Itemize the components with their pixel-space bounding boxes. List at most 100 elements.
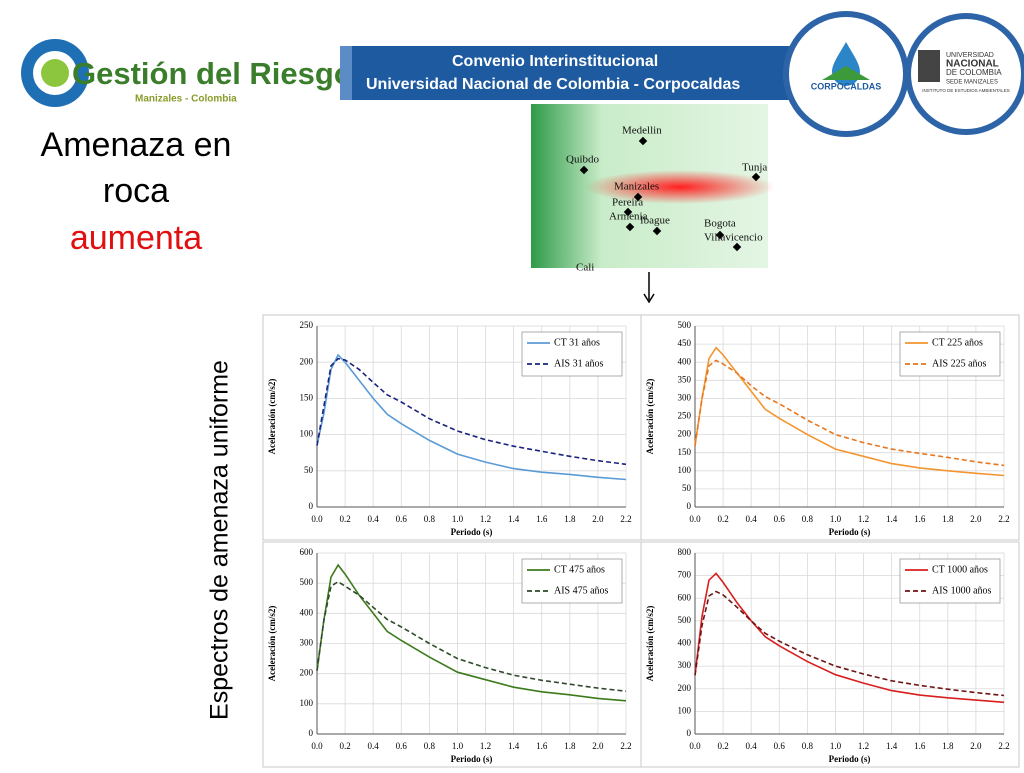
x-axis-label: Periodo (s) bbox=[451, 754, 493, 764]
logo: Gestión del Riesgo Manizales - Colombia bbox=[21, 39, 353, 107]
x-tick-label: 0.4 bbox=[746, 514, 758, 524]
x-tick-label: 0.6 bbox=[774, 741, 786, 751]
y-tick-label: 800 bbox=[678, 547, 692, 557]
banner-accent bbox=[340, 46, 352, 100]
banner bbox=[340, 46, 810, 100]
map-label: Manizales bbox=[614, 181, 659, 193]
x-tick-label: 1.0 bbox=[830, 741, 842, 751]
map-label: Tunja bbox=[742, 162, 767, 174]
y-tick-label: 100 bbox=[300, 698, 314, 708]
y-tick-label: 250 bbox=[300, 320, 314, 330]
banner-line: Convenio Interinstitucional bbox=[452, 53, 658, 70]
map-label: Villavicencio bbox=[704, 232, 763, 244]
unal-text: SEDE MANIZALES bbox=[946, 80, 998, 86]
x-tick-label: 1.4 bbox=[886, 741, 898, 751]
y-tick-label: 100 bbox=[678, 705, 692, 715]
arrow-head bbox=[643, 293, 655, 304]
unal-logo bbox=[905, 13, 1024, 135]
legend-box bbox=[521, 331, 623, 377]
legend-label: CT 1000 años bbox=[932, 564, 988, 575]
y-tick-label: 300 bbox=[300, 638, 314, 648]
x-tick-label: 1.8 bbox=[942, 741, 954, 751]
x-tick-label: 1.0 bbox=[830, 514, 842, 524]
map-label: Pereira bbox=[612, 197, 643, 209]
x-tick-label: 2.2 bbox=[620, 741, 631, 751]
y-tick-label: 0 bbox=[687, 728, 692, 738]
y-tick-label: 400 bbox=[300, 607, 314, 617]
legend-label: AIS 475 años bbox=[554, 585, 609, 596]
logo-title: Gestión del Riesgo bbox=[72, 56, 353, 91]
legend-label: CT 475 años bbox=[554, 564, 605, 575]
y-tick-label: 600 bbox=[300, 547, 314, 557]
series-line bbox=[694, 346, 1005, 477]
legend-box bbox=[521, 558, 623, 604]
x-tick-label: 0.0 bbox=[311, 514, 323, 524]
y-tick-label: 600 bbox=[678, 592, 692, 602]
x-tick-label: 1.0 bbox=[452, 741, 464, 751]
y-tick-label: 100 bbox=[678, 465, 692, 475]
x-tick-label: 1.4 bbox=[886, 514, 898, 524]
x-tick-label: 1.2 bbox=[858, 741, 869, 751]
vertical-label: Espectros de amenaza uniforme bbox=[206, 360, 234, 720]
corpocaldas-text: CORPOCALDAS bbox=[811, 81, 882, 91]
y-tick-label: 500 bbox=[678, 320, 692, 330]
y-tick-label: 400 bbox=[678, 638, 692, 648]
legend-label: AIS 225 años bbox=[932, 358, 987, 369]
x-tick-label: 0.6 bbox=[396, 741, 408, 751]
x-tick-label: 0.2 bbox=[717, 741, 728, 751]
legend-box bbox=[899, 558, 1001, 604]
unal-seal bbox=[918, 50, 940, 82]
y-tick-label: 300 bbox=[678, 660, 692, 670]
map-hazard-band bbox=[585, 170, 775, 204]
unal-text: UNIVERSIDAD bbox=[946, 52, 994, 59]
banner-line: Universidad Nacional de Colombia - Corpo… bbox=[366, 76, 740, 93]
logo-core bbox=[41, 59, 69, 87]
x-tick-label: 0.8 bbox=[424, 741, 436, 751]
x-tick-label: 0.4 bbox=[368, 741, 380, 751]
map-label: Quibdo bbox=[566, 154, 600, 166]
x-tick-label: 0.6 bbox=[396, 514, 408, 524]
series-line bbox=[694, 572, 1005, 704]
map-label: Medellin bbox=[622, 125, 662, 137]
y-tick-label: 300 bbox=[678, 392, 692, 402]
x-tick-label: 0.2 bbox=[717, 514, 728, 524]
x-tick-label: 1.8 bbox=[942, 514, 954, 524]
x-tick-label: 1.4 bbox=[508, 514, 520, 524]
unal-text: NACIONAL bbox=[946, 59, 999, 70]
x-tick-label: 0.8 bbox=[802, 514, 814, 524]
y-tick-label: 700 bbox=[678, 570, 692, 580]
x-tick-label: 0.2 bbox=[339, 514, 350, 524]
y-axis-label: Aceleración (cm/s2) bbox=[267, 379, 277, 455]
y-tick-label: 0 bbox=[687, 501, 692, 511]
map-label: Bogota bbox=[704, 218, 736, 230]
x-tick-label: 0.4 bbox=[746, 741, 758, 751]
y-axis-label: Aceleración (cm/s2) bbox=[645, 606, 655, 682]
x-tick-label: 0.4 bbox=[368, 514, 380, 524]
mountain bbox=[822, 66, 870, 80]
y-tick-label: 500 bbox=[300, 577, 314, 587]
series-line bbox=[316, 357, 627, 466]
x-tick-label: 2.2 bbox=[998, 741, 1009, 751]
x-tick-label: 0.0 bbox=[311, 741, 323, 751]
map-label: Armenia bbox=[609, 211, 648, 223]
x-tick-label: 1.6 bbox=[914, 514, 926, 524]
unal-text: DE COLOMBIA bbox=[946, 68, 1002, 77]
x-axis-label: Periodo (s) bbox=[451, 527, 493, 537]
series-line bbox=[694, 590, 1005, 697]
y-tick-label: 450 bbox=[678, 338, 692, 348]
charts: 0 50 100 150 200 250 0.0 0.2 0.4 0.6 0.8 1.0 1.2 1.4 1… bbox=[262, 314, 1020, 768]
y-tick-label: 50 bbox=[304, 465, 314, 475]
legend-box bbox=[899, 331, 1001, 377]
y-tick-label: 200 bbox=[678, 429, 692, 439]
series-line bbox=[316, 580, 627, 692]
y-tick-label: 200 bbox=[300, 356, 314, 366]
x-tick-label: 2.0 bbox=[592, 741, 604, 751]
x-tick-label: 0.8 bbox=[802, 741, 814, 751]
x-tick-label: 0.6 bbox=[774, 514, 786, 524]
y-tick-label: 350 bbox=[678, 374, 692, 384]
y-tick-label: 50 bbox=[682, 483, 692, 493]
x-tick-label: 2.2 bbox=[998, 514, 1009, 524]
logo-subtitle: Manizales - Colombia bbox=[135, 94, 237, 105]
x-tick-label: 1.2 bbox=[480, 741, 491, 751]
unal-text: INSTITUTO DE ESTUDIOS AMBIENTALES bbox=[922, 88, 1010, 93]
